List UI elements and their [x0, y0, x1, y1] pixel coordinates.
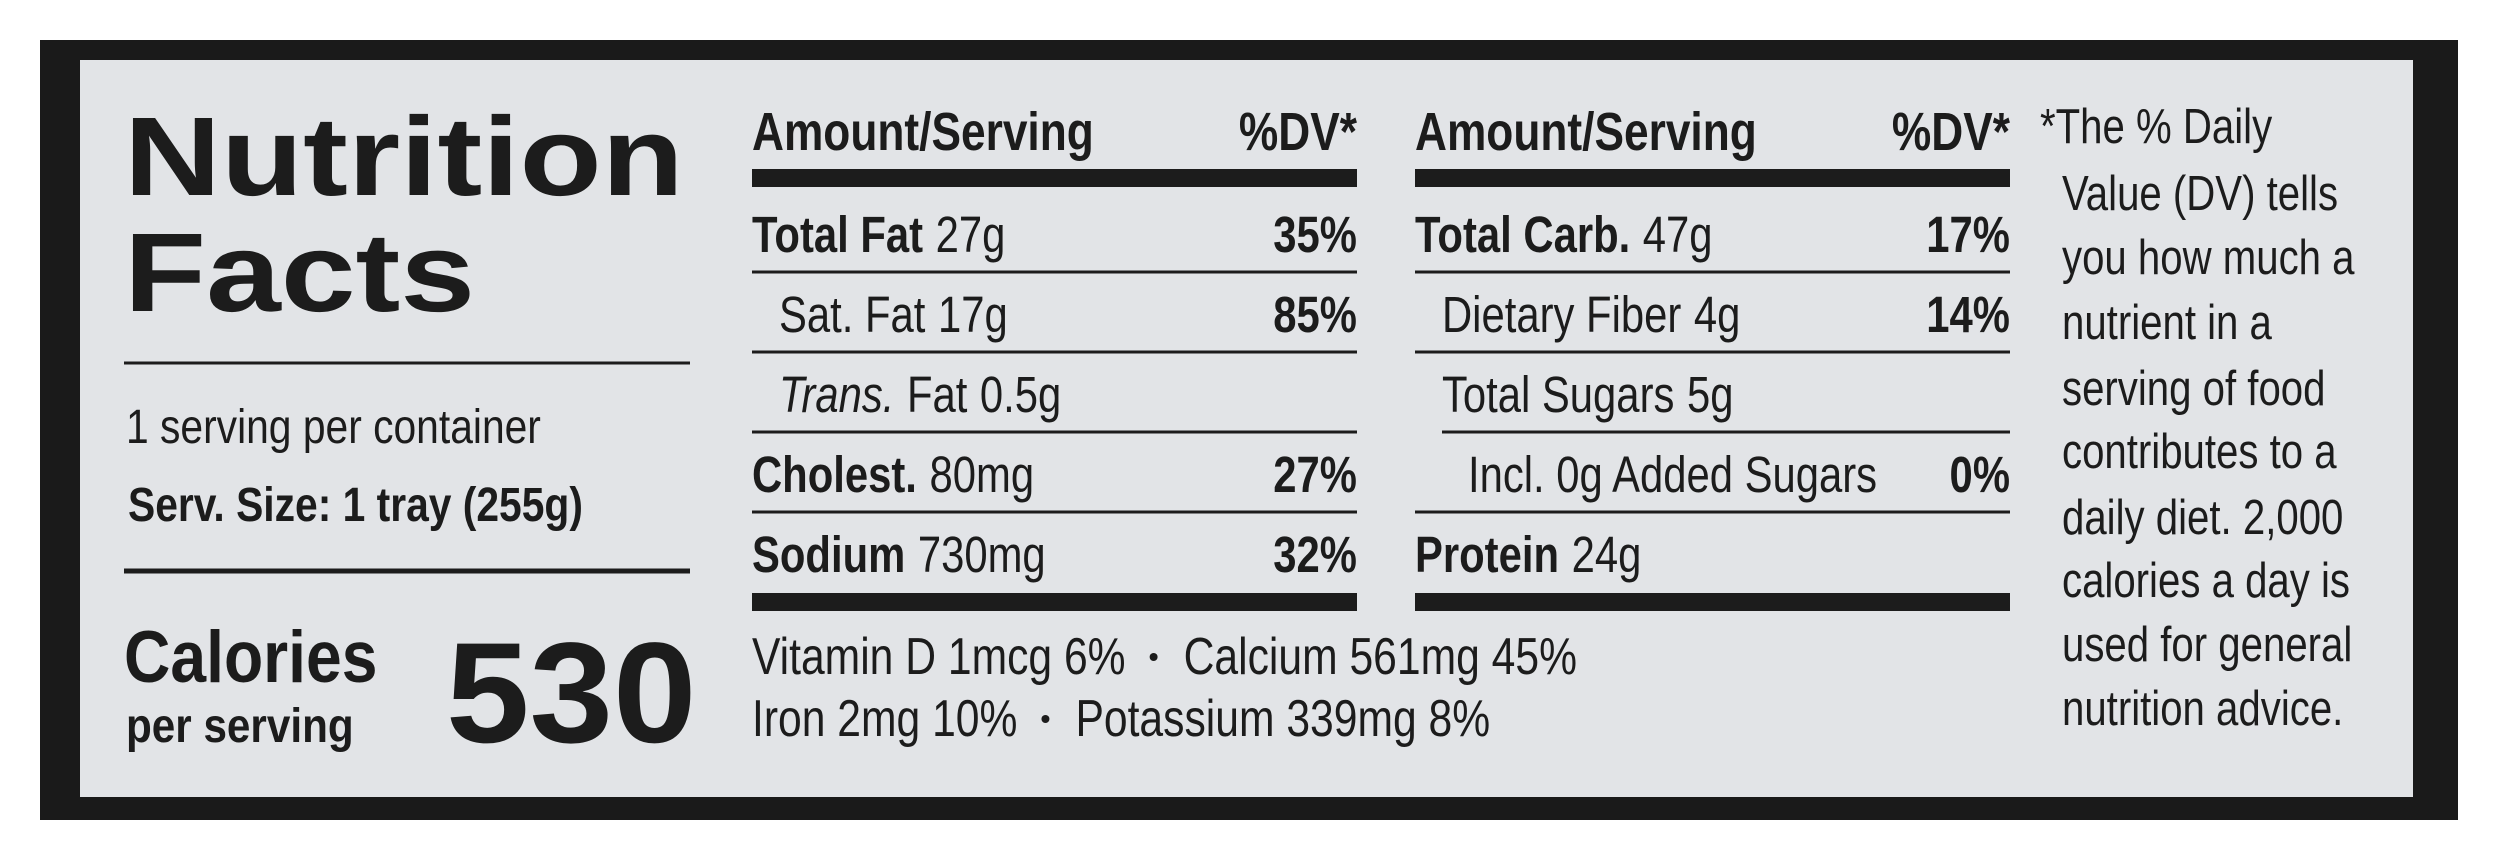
nutrient-dv: 0%	[1950, 446, 2010, 503]
nutrient-name: Protein	[1415, 526, 1559, 583]
nutrient-name: Total Sugars	[1442, 366, 1674, 423]
nutrient-name: Sodium	[752, 526, 905, 583]
footnote: serving of food	[2062, 361, 2326, 416]
bullet	[1149, 653, 1158, 661]
nutrient-row: Cholest. 80mg	[752, 446, 1034, 503]
nutrient-amount: 27g	[936, 206, 1006, 263]
nutrient-row: Protein 24g	[1415, 526, 1641, 583]
title: Facts	[124, 211, 475, 336]
servings: 1 serving per container	[126, 401, 541, 454]
nutrient-name: Total Fat	[752, 206, 923, 263]
footnote: you how much a	[2062, 230, 2355, 285]
calories-label: Calories	[124, 616, 377, 698]
nutrient-amount: 4g	[1694, 286, 1741, 343]
nutrient-dv: 17%	[1926, 206, 2010, 263]
thick-bar	[752, 593, 1357, 611]
nutrient-dv: 14%	[1926, 286, 2010, 343]
nutrient-row: Trans. Fat 0.5g	[779, 366, 1061, 423]
nutrient-amount: 80mg	[929, 446, 1034, 503]
nutrient-dv: 35%	[1273, 206, 1357, 263]
nutrient-amount: 47g	[1643, 206, 1713, 263]
nutrient-row: Total Fat 27g	[752, 206, 1005, 263]
nutrient-name: Total Carb.	[1415, 206, 1630, 263]
nutrient-row: Total Sugars 5g	[1442, 366, 1733, 423]
nutrient-name: Fat	[907, 366, 967, 423]
nutrient-row: Total Carb. 47g	[1415, 206, 1713, 263]
serving-size: Serv. Size: 1 tray (255g)	[128, 479, 583, 532]
micronutrient: Vitamin D 1mcg 6%	[752, 628, 1126, 686]
micronutrient: Calcium 561mg 45%	[1184, 628, 1577, 686]
nutrient-dv: 85%	[1273, 286, 1357, 343]
thick-bar	[1415, 169, 2010, 187]
calories-sublabel: per serving	[126, 698, 354, 752]
nutrient-amount: 5g	[1687, 366, 1734, 423]
footnote: Value (DV) tells	[2062, 166, 2338, 221]
nutrient-amount: 0.5g	[980, 366, 1061, 423]
nutrient-name: Sat. Fat	[779, 286, 925, 343]
footnote: used for general	[2062, 617, 2352, 672]
nutrient-name: Incl. 0g Added Sugars	[1468, 446, 1877, 503]
micronutrient: Potassium 339mg 8%	[1075, 690, 1490, 748]
nutrient-prefix: Trans.	[779, 366, 894, 423]
header-amount: Amount/Serving	[752, 102, 1094, 162]
nutrient-name: Cholest.	[752, 446, 917, 503]
thick-bar	[1415, 593, 2010, 611]
nutrient-amount: 24g	[1572, 526, 1642, 583]
header-amount: Amount/Serving	[1415, 102, 1757, 162]
thick-bar	[752, 169, 1357, 187]
nutrient-amount: 17g	[938, 286, 1008, 343]
footnote: contributes to a	[2062, 424, 2337, 479]
footnote: *The % Daily	[2040, 99, 2273, 154]
micronutrient: Iron 2mg 10%	[752, 690, 1017, 748]
footnote: nutrition advice.	[2062, 681, 2343, 736]
nutrient-row: Dietary Fiber 4g	[1442, 286, 1740, 343]
footnote: calories a day is	[2062, 553, 2350, 608]
calories-value: 530	[446, 613, 697, 773]
footnote: nutrient in a	[2062, 295, 2272, 350]
nutrient-dv: 27%	[1273, 446, 1357, 503]
nutrient-name: Dietary Fiber	[1442, 286, 1681, 343]
bullet	[1041, 715, 1050, 723]
nutrient-dv: 32%	[1273, 526, 1357, 583]
nutrient-row: Sat. Fat 17g	[779, 286, 1008, 343]
nutrient-amount: 730mg	[918, 526, 1046, 583]
title: Nutrition	[124, 95, 684, 220]
header-dv: %DV*	[1239, 102, 1358, 162]
nutrient-row: Sodium 730mg	[752, 526, 1046, 583]
nutrient-row: Incl. 0g Added Sugars	[1468, 446, 1877, 503]
footnote: daily diet. 2,000	[2062, 490, 2343, 545]
header-dv: %DV*	[1892, 102, 2011, 162]
